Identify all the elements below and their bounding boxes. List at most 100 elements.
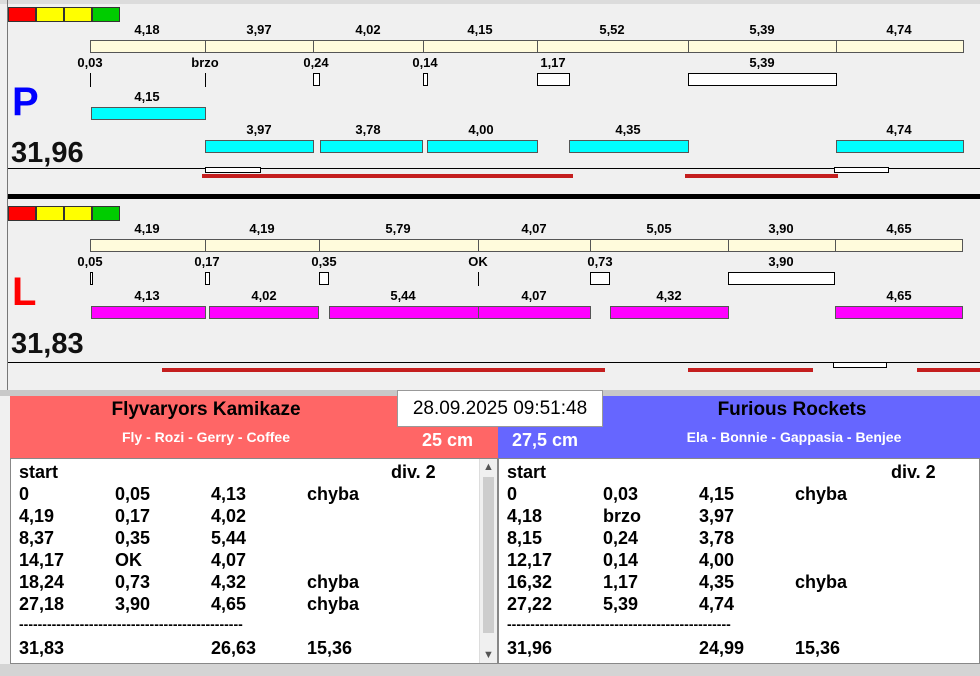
left-team-height: 25 cm (422, 430, 474, 450)
cell: 15,36 (795, 638, 841, 658)
split-bar (319, 239, 479, 252)
cell: 4,02 (211, 506, 247, 526)
changeover-box (688, 73, 837, 86)
split-bar (688, 40, 837, 53)
cell: 27,18 (19, 594, 65, 614)
cell: 4,13 (211, 484, 247, 504)
split-label: 4,07 (521, 221, 547, 236)
split-bar (478, 239, 591, 252)
left-list-scrollbar[interactable]: ▲ ▼ (479, 459, 497, 663)
split-bar (90, 239, 206, 252)
changeover-label: 0,24 (303, 55, 329, 70)
split-label: 4,02 (355, 22, 381, 37)
signal-yellow-1 (36, 7, 64, 22)
signal-green (92, 7, 120, 22)
changeover-label: 0,03 (77, 55, 103, 70)
run-bar (835, 306, 963, 319)
cell: 8,37 (19, 528, 55, 548)
cell: 0,24 (603, 528, 639, 548)
cell: 4,74 (699, 594, 735, 614)
list-header: start div. 2 (499, 462, 979, 484)
split-label: 4,19 (134, 221, 160, 236)
run-label: 4,13 (134, 288, 160, 303)
cell: chyba (307, 594, 360, 614)
split-bar (836, 40, 964, 53)
list-item: 16,32 1,17 4,35 chyba (499, 572, 979, 594)
run-label: 3,78 (355, 122, 381, 137)
list-separator: ----------------------------------------… (11, 616, 497, 638)
signal-light-l (8, 206, 120, 221)
list-item: 18,24 0,73 4,32 chyba (11, 572, 497, 594)
list-separator: ----------------------------------------… (499, 616, 979, 638)
cell: 27,22 (507, 594, 553, 614)
left-results-list[interactable]: start div. 2 0 0,05 4,13 chyba 4,19 0,17… (10, 458, 498, 664)
bottom-border (0, 664, 980, 676)
split-bar (537, 40, 689, 53)
cell: 3,78 (699, 528, 735, 548)
split-label: 4,15 (467, 22, 493, 37)
track-marker (833, 362, 887, 368)
lane-total-time: 31,96 (11, 137, 84, 169)
list-totals: 31,83 26,63 15,36 (11, 638, 497, 660)
track-line (8, 362, 980, 363)
run-bar (320, 140, 423, 153)
division-header: div. 2 (891, 462, 936, 482)
split-bar (835, 239, 963, 252)
list-item: 4,19 0,17 4,02 (11, 506, 497, 528)
left-border (7, 0, 8, 392)
right-team-members: Ela - Bonnie - Gappasia - Benjee (686, 429, 902, 445)
track-marker (205, 167, 261, 173)
list-item: 27,22 5,39 4,74 (499, 594, 979, 616)
cell: chyba (795, 572, 848, 592)
cell: 12,17 (507, 550, 553, 570)
cell: 5,44 (211, 528, 247, 548)
list-item: 27,18 3,90 4,65 chyba (11, 594, 497, 616)
scroll-up-icon[interactable]: ▲ (483, 461, 494, 473)
cell: 4,18 (507, 506, 543, 526)
scroll-thumb[interactable] (483, 477, 494, 633)
split-label: 5,05 (646, 221, 672, 236)
run-bar (569, 140, 689, 153)
left-team-name: Flyvaryors Kamikaze (111, 399, 301, 420)
right-team-name: Furious Rockets (717, 399, 867, 420)
time-line (162, 368, 605, 372)
cell: 4,32 (211, 572, 247, 592)
scroll-down-icon[interactable]: ▼ (483, 649, 494, 661)
cell: 31,96 (507, 638, 553, 658)
run-label: 4,74 (886, 122, 912, 137)
cell: 15,36 (307, 638, 353, 658)
run-bar (427, 140, 538, 153)
signal-light-p (8, 7, 120, 22)
split-label: 4,19 (249, 221, 275, 236)
top-border (0, 0, 980, 4)
list-header: start div. 2 (11, 462, 497, 484)
signal-red (8, 206, 36, 221)
signal-red (8, 7, 36, 22)
changeover-label: 3,90 (768, 254, 794, 269)
cell: 0,73 (115, 572, 151, 592)
cell: 4,15 (699, 484, 735, 504)
cell: 0,05 (115, 484, 151, 504)
right-results-list[interactable]: start div. 2 0 0,03 4,15 chyba 4,18 brzo… (498, 458, 980, 664)
run-label: 4,07 (521, 288, 547, 303)
cell: 0,03 (603, 484, 639, 504)
datetime-text: 28.09.2025 09:51:48 (412, 397, 588, 419)
cell: chyba (307, 572, 360, 592)
changeover-label: brzo (191, 55, 219, 70)
run-bar (91, 107, 206, 120)
run-label: 4,15 (134, 89, 160, 104)
run-bar (610, 306, 729, 319)
cell: chyba (307, 484, 360, 504)
list-item: 12,17 0,14 4,00 (499, 550, 979, 572)
changeover-box (313, 73, 320, 86)
run-bar (91, 306, 206, 319)
list-item: 8,15 0,24 3,78 (499, 528, 979, 550)
signal-yellow-2 (64, 206, 92, 221)
changeover-label: 0,14 (412, 55, 438, 70)
cell: 4,19 (19, 506, 55, 526)
time-line (688, 368, 813, 372)
split-bar (728, 239, 836, 252)
run-label: 4,65 (886, 288, 912, 303)
list-item: 14,17 OK 4,07 (11, 550, 497, 572)
run-bar (329, 306, 479, 319)
